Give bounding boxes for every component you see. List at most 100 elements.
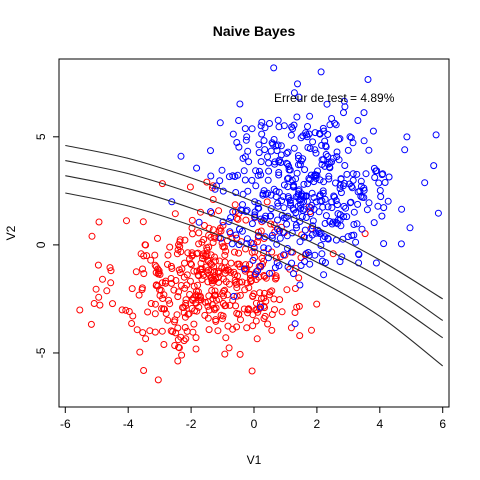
red-point — [266, 291, 273, 299]
boundary-curve-1 — [65, 192, 444, 367]
red-point — [231, 201, 239, 209]
red-point — [201, 222, 208, 229]
red-point — [267, 220, 275, 228]
red-point — [246, 274, 254, 282]
blue-point — [302, 214, 310, 221]
blue-point — [241, 176, 249, 184]
red-point — [103, 287, 111, 295]
red-point — [240, 305, 248, 313]
blue-point — [310, 194, 318, 201]
blue-point — [319, 189, 327, 197]
red-point — [189, 230, 196, 238]
blue-point — [228, 240, 236, 248]
red-point — [162, 277, 170, 285]
red-point — [250, 240, 258, 248]
red-point — [261, 273, 269, 280]
red-point — [205, 257, 213, 265]
blue-point — [284, 183, 292, 191]
blue-point — [273, 225, 281, 233]
red-point — [180, 337, 188, 345]
blue-point — [298, 190, 306, 198]
blue-point — [251, 198, 259, 206]
blue-point — [277, 142, 285, 150]
blue-point — [325, 175, 333, 183]
red-point — [261, 312, 269, 320]
red-point — [268, 248, 276, 256]
blue-point — [207, 172, 215, 180]
red-point — [182, 335, 190, 343]
blue-point — [177, 152, 185, 160]
red-point — [291, 285, 299, 292]
red-point — [191, 307, 199, 315]
red-point — [296, 332, 304, 340]
blue-point — [168, 198, 176, 206]
red-point — [245, 305, 253, 313]
red-point — [224, 322, 232, 330]
blue-point — [319, 187, 327, 195]
blue-point — [275, 169, 283, 176]
red-point — [232, 278, 240, 286]
y-tick-label: 5 — [34, 133, 48, 140]
blue-point — [350, 221, 358, 228]
blue-point — [326, 121, 334, 129]
red-point — [140, 367, 148, 374]
blue-point — [242, 136, 250, 144]
blue-point — [360, 109, 368, 117]
red-point — [205, 292, 213, 300]
red-point — [160, 291, 168, 299]
blue-point — [288, 229, 296, 237]
blue-point — [322, 142, 330, 150]
red-point — [151, 300, 159, 308]
red-point — [293, 303, 301, 311]
blue-point — [270, 185, 278, 193]
red-point — [249, 322, 257, 330]
red-point — [215, 278, 223, 286]
blue-point — [248, 220, 256, 228]
blue-point — [218, 166, 226, 174]
blue-point — [248, 125, 256, 133]
blue-point — [231, 173, 239, 180]
blue-point — [280, 122, 288, 130]
red-point — [184, 249, 192, 257]
blue-point — [324, 131, 332, 138]
blue-point — [262, 190, 270, 198]
red-point — [151, 310, 159, 318]
blue-point — [306, 112, 314, 120]
blue-point — [292, 221, 300, 229]
blue-point — [301, 226, 309, 234]
blue-point — [297, 262, 305, 269]
blue-point — [344, 233, 352, 241]
red-point — [177, 282, 185, 289]
red-point — [262, 274, 270, 282]
blue-point — [241, 125, 249, 133]
blue-point — [316, 176, 324, 184]
blue-point — [290, 206, 298, 214]
red-point — [142, 335, 150, 343]
plot-frame — [58, 58, 450, 408]
red-point — [176, 243, 184, 251]
blue-point — [260, 244, 268, 252]
blue-point — [274, 141, 282, 149]
red-point — [203, 250, 211, 258]
blue-point — [301, 258, 309, 265]
red-point — [217, 227, 225, 235]
blue-point — [339, 182, 347, 190]
red-point — [264, 320, 272, 328]
blue-point — [304, 123, 311, 130]
red-point — [268, 311, 276, 318]
blue-point — [297, 134, 305, 142]
red-point — [222, 278, 230, 286]
blue-point — [334, 210, 342, 218]
blue-point — [287, 131, 295, 139]
blue-point — [299, 132, 307, 140]
blue-point — [381, 179, 389, 186]
blue-point — [336, 135, 344, 143]
red-point — [140, 270, 148, 278]
blue-point — [276, 234, 284, 242]
blue-point — [298, 213, 306, 220]
blue-point — [304, 249, 312, 256]
x-tick-label: 6 — [439, 417, 446, 431]
red-point — [245, 284, 253, 292]
blue-point — [303, 197, 311, 205]
